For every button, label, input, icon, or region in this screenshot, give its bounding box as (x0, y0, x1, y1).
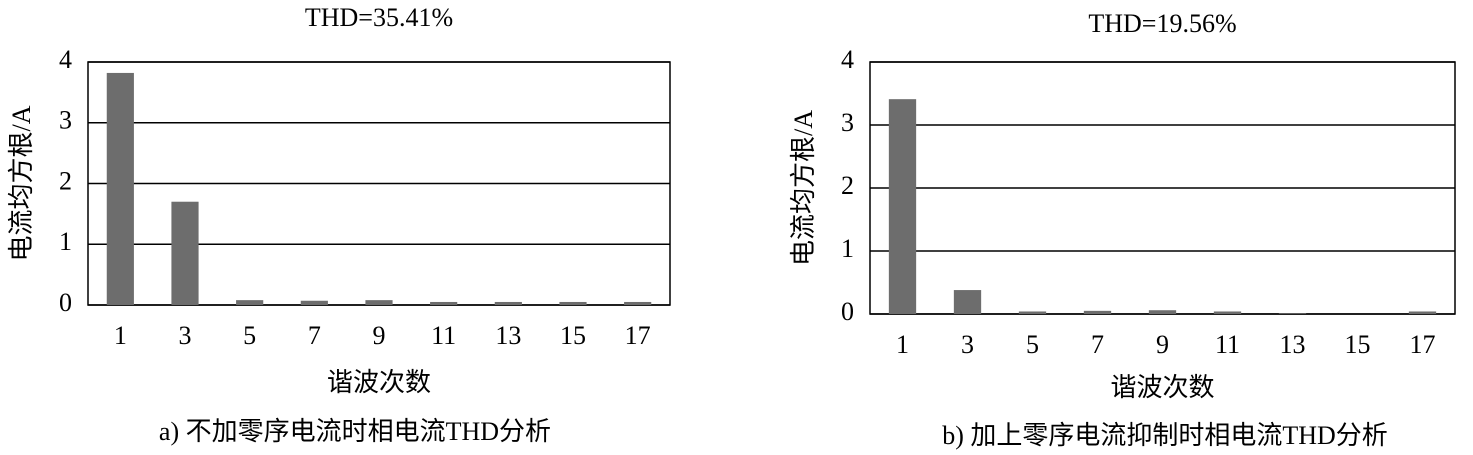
bar (430, 301, 458, 305)
x-tick-label: 7 (1091, 330, 1104, 359)
x-tick-label: 9 (1156, 330, 1169, 359)
y-tick-label: 0 (841, 297, 854, 326)
bar (236, 300, 264, 305)
x-tick-label: 5 (243, 321, 256, 350)
x-tick-label: 9 (373, 321, 386, 350)
bar (559, 301, 587, 305)
bar (494, 301, 522, 305)
caption: a) 不加零序电流时相电流THD分析 (159, 417, 551, 446)
bar (953, 290, 982, 314)
bar (300, 300, 328, 305)
y-tick-label: 1 (59, 227, 72, 256)
x-tick-label: 3 (179, 321, 192, 350)
y-axis-label: 电流均方根/A (7, 105, 36, 261)
x-tick-label: 17 (625, 321, 651, 350)
caption: b) 加上零序电流抑制时相电流THD分析 (942, 421, 1388, 450)
bar (106, 72, 134, 305)
bar (365, 300, 393, 305)
y-tick-label: 2 (841, 171, 854, 200)
x-axis-label: 谐波次数 (1110, 373, 1214, 402)
x-tick-label: 13 (495, 321, 521, 350)
bar (1083, 310, 1112, 314)
y-tick-label: 4 (841, 45, 854, 74)
bar (171, 201, 199, 305)
y-axis-label: 电流均方根/A (789, 110, 818, 266)
x-tick-label: 15 (1345, 330, 1371, 359)
bar (888, 99, 917, 314)
x-tick-label: 11 (431, 321, 456, 350)
chart-title: THD=19.56% (1088, 9, 1236, 38)
y-tick-label: 0 (59, 288, 72, 317)
chart-title: THD=35.41% (305, 3, 453, 32)
bar (1278, 313, 1307, 314)
bar (1408, 311, 1437, 314)
x-tick-label: 5 (1026, 330, 1039, 359)
y-tick-label: 1 (841, 234, 854, 263)
x-tick-label: 11 (1215, 330, 1240, 359)
y-tick-label: 3 (59, 106, 72, 135)
x-axis-label: 谐波次数 (327, 368, 431, 397)
bar (1213, 311, 1242, 314)
y-tick-label: 2 (59, 166, 72, 195)
bar (1148, 310, 1177, 314)
x-tick-label: 1 (114, 321, 127, 350)
bar (624, 301, 652, 305)
x-tick-label: 1 (896, 330, 909, 359)
x-tick-label: 15 (560, 321, 586, 350)
x-tick-label: 17 (1410, 330, 1436, 359)
y-tick-label: 4 (59, 45, 72, 74)
x-tick-label: 7 (308, 321, 321, 350)
y-tick-label: 3 (841, 108, 854, 137)
bar (1018, 311, 1047, 314)
x-tick-label: 13 (1280, 330, 1306, 359)
x-tick-label: 3 (961, 330, 974, 359)
